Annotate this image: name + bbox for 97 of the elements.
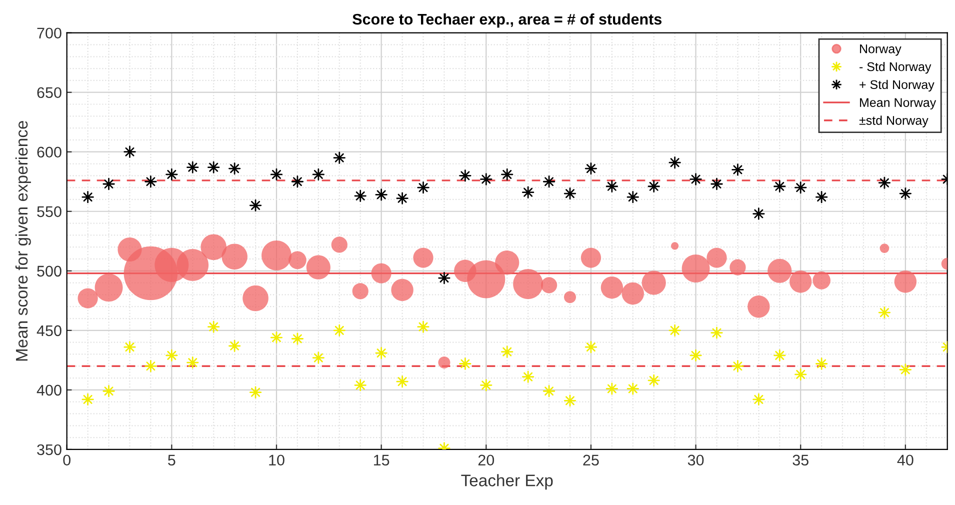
- legend-label: Mean Norway: [860, 98, 936, 110]
- point: [542, 385, 556, 398]
- y-tick-label: 450: [36, 325, 62, 336]
- point: [794, 181, 807, 194]
- point: [584, 341, 598, 354]
- point: [166, 168, 178, 181]
- point: [82, 191, 94, 204]
- point: [417, 181, 430, 194]
- point: [668, 324, 681, 336]
- point: [899, 364, 912, 376]
- legend-label: Norway: [860, 44, 902, 56]
- point: [375, 188, 388, 201]
- point: [438, 272, 450, 284]
- point: [480, 173, 492, 186]
- point: [249, 386, 262, 398]
- point: [690, 349, 702, 362]
- point: [333, 324, 346, 336]
- x-tick-label: 20: [478, 454, 494, 466]
- point: [710, 326, 723, 339]
- point: [102, 385, 115, 398]
- y-tick-label: 700: [37, 28, 62, 39]
- point: [312, 168, 324, 181]
- y-tick-label: 400: [36, 384, 62, 396]
- point: [144, 176, 157, 188]
- chart-title: Score to Techaer exp., area = # of students: [352, 13, 662, 28]
- point: [228, 162, 241, 175]
- point: [396, 192, 408, 204]
- point: [752, 393, 765, 406]
- point: [564, 394, 576, 407]
- point: [690, 173, 702, 186]
- point: [208, 320, 220, 333]
- point: [710, 178, 723, 190]
- point: [166, 349, 178, 362]
- x-tick-label: 15: [374, 454, 390, 466]
- point: [459, 358, 472, 370]
- point: [794, 368, 807, 381]
- point: [249, 199, 262, 212]
- point: [208, 161, 220, 174]
- x-axis-title: Teacher Exp: [461, 474, 553, 490]
- y-tick-label: 500: [37, 266, 62, 277]
- y-tick-label: 350: [37, 444, 62, 456]
- point: [732, 164, 744, 176]
- point: [648, 180, 660, 192]
- point: [354, 379, 366, 392]
- point: [144, 360, 157, 372]
- x-tick-label: 25: [583, 454, 599, 466]
- point: [375, 346, 388, 360]
- point: [522, 186, 534, 198]
- y-tick-label: 650: [37, 87, 62, 98]
- point: [501, 168, 514, 181]
- point: [102, 178, 115, 190]
- point: [291, 176, 304, 188]
- point: [333, 152, 346, 164]
- point: [354, 190, 366, 202]
- point: [626, 382, 639, 395]
- point: [774, 349, 786, 362]
- point: [291, 332, 304, 345]
- point: [270, 331, 283, 344]
- legend-label: + Std Norway: [860, 80, 934, 92]
- x-tick-label: 0: [63, 454, 70, 466]
- point: [816, 191, 828, 204]
- point: [606, 180, 618, 192]
- point: [124, 341, 136, 354]
- point: [899, 187, 912, 200]
- y-tick-label: 550: [37, 206, 62, 218]
- point: [417, 320, 430, 333]
- point: [878, 306, 891, 319]
- x-tick-label: 30: [688, 454, 704, 466]
- legend-label: - Std Norway: [860, 62, 932, 74]
- point: [648, 374, 660, 386]
- point: [732, 360, 744, 372]
- point: [752, 208, 765, 220]
- point: [816, 358, 828, 370]
- point: [878, 176, 891, 189]
- point: [312, 352, 324, 364]
- point: [124, 146, 136, 158]
- point: [228, 340, 241, 352]
- y-tick-label: 600: [37, 146, 62, 158]
- y-axis-title: Mean score for given experience: [15, 120, 31, 361]
- point: [606, 382, 618, 395]
- x-tick-label: 5: [168, 454, 176, 466]
- point: [396, 376, 408, 388]
- point: [668, 156, 681, 169]
- point: [186, 356, 199, 369]
- x-tick-label: 40: [897, 454, 914, 466]
- point: [522, 370, 534, 383]
- x-tick-label: 10: [269, 454, 284, 466]
- point: [82, 393, 94, 406]
- point: [774, 180, 786, 192]
- point: [480, 379, 492, 392]
- point: [501, 346, 514, 358]
- legend-label: ±std Norway: [859, 116, 928, 128]
- point: [459, 170, 472, 182]
- point: [186, 161, 199, 174]
- point: [542, 176, 556, 188]
- x-tick-label: 35: [792, 454, 808, 466]
- point: [626, 191, 639, 204]
